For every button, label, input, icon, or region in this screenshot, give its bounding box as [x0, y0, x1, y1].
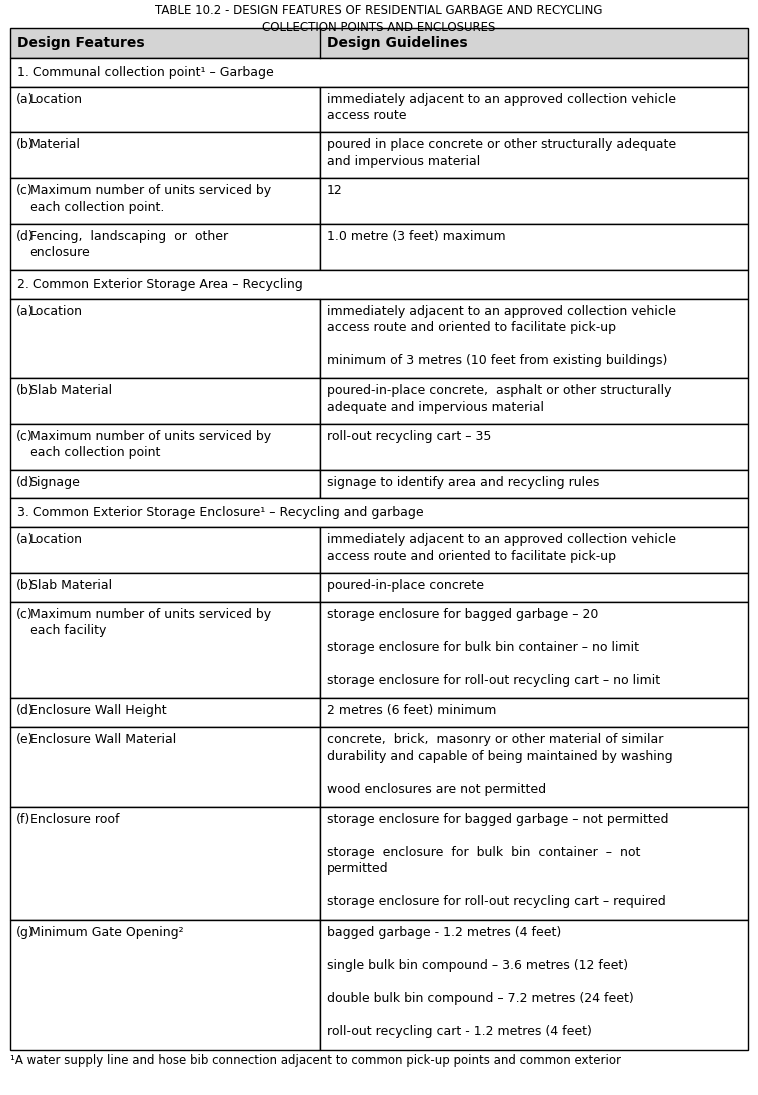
Bar — [10, 378, 320, 424]
Bar — [10, 528, 320, 573]
Text: Enclosure Wall Material: Enclosure Wall Material — [30, 734, 176, 746]
Text: Maximum number of units serviced by
each facility: Maximum number of units serviced by each… — [30, 608, 271, 637]
Text: (b): (b) — [15, 138, 33, 151]
Bar — [10, 28, 748, 58]
Text: Maximum number of units serviced by
each collection point.: Maximum number of units serviced by each… — [30, 184, 271, 214]
Text: Slab Material: Slab Material — [30, 579, 111, 592]
Bar — [10, 602, 320, 699]
Bar — [10, 573, 320, 602]
Bar — [10, 87, 320, 132]
Text: (c): (c) — [15, 430, 33, 442]
Text: Maximum number of units serviced by
each collection point: Maximum number of units serviced by each… — [30, 430, 271, 459]
Text: Material: Material — [30, 138, 80, 151]
Bar — [10, 132, 320, 178]
Text: 3. Common Exterior Storage Enclosure¹ – Recycling and garbage: 3. Common Exterior Storage Enclosure¹ – … — [17, 506, 424, 519]
Text: poured-in-place concrete,  asphalt or other structurally
adequate and impervious: poured-in-place concrete, asphalt or oth… — [327, 384, 672, 414]
Bar — [10, 424, 320, 470]
Text: Minimum Gate Opening²: Minimum Gate Opening² — [30, 926, 183, 938]
Bar — [320, 807, 748, 920]
Bar — [320, 178, 748, 224]
Text: (a): (a) — [15, 304, 33, 318]
Bar — [10, 727, 320, 807]
Bar — [10, 807, 320, 920]
Bar — [320, 602, 748, 699]
Bar — [320, 87, 748, 132]
Text: (d): (d) — [15, 475, 33, 488]
Bar — [320, 224, 748, 269]
Text: 2. Common Exterior Storage Area – Recycling: 2. Common Exterior Storage Area – Recycl… — [17, 278, 302, 290]
Text: (e): (e) — [15, 734, 33, 746]
Text: (d): (d) — [15, 704, 33, 717]
Text: Design Features: Design Features — [17, 36, 145, 50]
Text: ¹A water supply line and hose bib connection adjacent to common pick-up points a: ¹A water supply line and hose bib connec… — [10, 1054, 621, 1068]
Text: (c): (c) — [15, 608, 33, 621]
Bar — [320, 299, 748, 378]
Text: Location: Location — [30, 93, 83, 106]
Text: storage enclosure for bagged garbage – not permitted

storage  enclosure  for  b: storage enclosure for bagged garbage – n… — [327, 812, 669, 908]
Bar — [10, 28, 748, 58]
Text: (b): (b) — [15, 579, 33, 592]
Text: poured-in-place concrete: poured-in-place concrete — [327, 579, 484, 592]
Text: (d): (d) — [15, 230, 33, 243]
Text: poured in place concrete or other structurally adequate
and impervious material: poured in place concrete or other struct… — [327, 138, 676, 168]
Text: roll-out recycling cart – 35: roll-out recycling cart – 35 — [327, 430, 491, 442]
Bar — [320, 378, 748, 424]
Text: Design Guidelines: Design Guidelines — [327, 36, 468, 50]
Text: Location: Location — [30, 304, 83, 318]
Text: Signage: Signage — [30, 475, 80, 488]
Text: bagged garbage - 1.2 metres (4 feet)

single bulk bin compound – 3.6 metres (12 : bagged garbage - 1.2 metres (4 feet) sin… — [327, 926, 634, 1038]
Text: Fencing,  landscaping  or  other
enclosure: Fencing, landscaping or other enclosure — [30, 230, 227, 260]
Bar — [10, 224, 320, 269]
Text: Slab Material: Slab Material — [30, 384, 111, 397]
Text: 2 metres (6 feet) minimum: 2 metres (6 feet) minimum — [327, 704, 496, 717]
Text: Enclosure roof: Enclosure roof — [30, 812, 119, 826]
Text: 1. Communal collection point¹ – Garbage: 1. Communal collection point¹ – Garbage — [17, 66, 274, 79]
Bar — [10, 58, 748, 87]
Bar — [320, 727, 748, 807]
Bar — [10, 299, 320, 378]
Bar — [320, 699, 748, 727]
Text: (b): (b) — [15, 384, 33, 397]
Bar — [10, 178, 320, 224]
Bar — [10, 920, 320, 1050]
Bar — [320, 573, 748, 602]
Bar — [320, 470, 748, 498]
Bar — [320, 424, 748, 470]
Text: (g): (g) — [15, 926, 33, 938]
Bar — [320, 132, 748, 178]
Text: TABLE 10.2 - DESIGN FEATURES OF RESIDENTIAL GARBAGE AND RECYCLING
COLLECTION POI: TABLE 10.2 - DESIGN FEATURES OF RESIDENT… — [155, 4, 603, 34]
Bar — [320, 528, 748, 573]
Text: Enclosure Wall Height: Enclosure Wall Height — [30, 704, 166, 717]
Text: signage to identify area and recycling rules: signage to identify area and recycling r… — [327, 475, 600, 488]
Text: Location: Location — [30, 533, 83, 546]
Text: (c): (c) — [15, 184, 33, 197]
Text: concrete,  brick,  masonry or other material of similar
durability and capable o: concrete, brick, masonry or other materi… — [327, 734, 672, 796]
Text: (f): (f) — [15, 812, 30, 826]
Text: 12: 12 — [327, 184, 343, 197]
Text: immediately adjacent to an approved collection vehicle
access route and oriented: immediately adjacent to an approved coll… — [327, 533, 676, 563]
Text: (a): (a) — [15, 533, 33, 546]
Bar — [320, 920, 748, 1050]
Bar — [10, 470, 320, 498]
Bar — [10, 269, 748, 299]
Text: immediately adjacent to an approved collection vehicle
access route and oriented: immediately adjacent to an approved coll… — [327, 304, 676, 367]
Bar — [10, 699, 320, 727]
Text: (a): (a) — [15, 93, 33, 106]
Bar — [10, 498, 748, 528]
Text: immediately adjacent to an approved collection vehicle
access route: immediately adjacent to an approved coll… — [327, 93, 676, 123]
Text: 1.0 metre (3 feet) maximum: 1.0 metre (3 feet) maximum — [327, 230, 506, 243]
Text: storage enclosure for bagged garbage – 20

storage enclosure for bulk bin contai: storage enclosure for bagged garbage – 2… — [327, 608, 660, 687]
